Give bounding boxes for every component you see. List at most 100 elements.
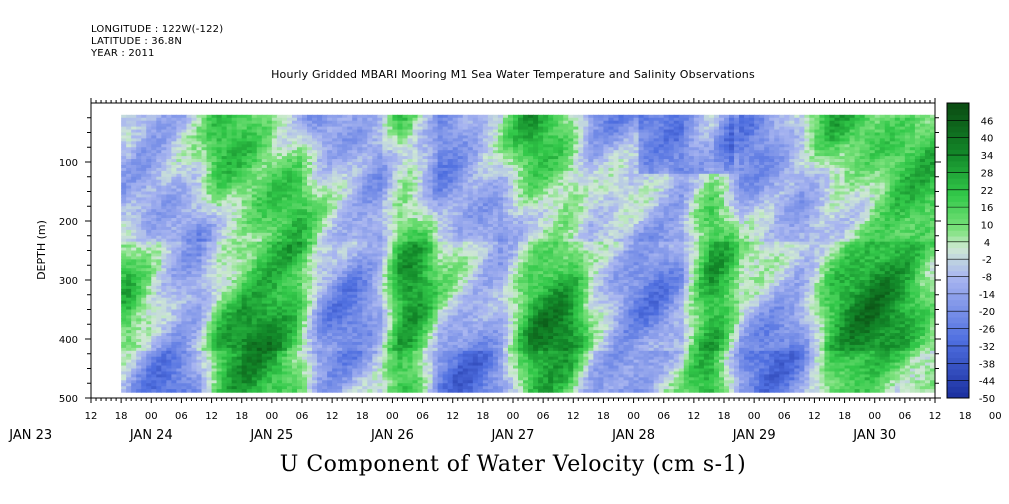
heat-cell [161, 150, 167, 154]
heat-cell [322, 386, 328, 390]
heat-cell [136, 226, 142, 231]
heat-cell [271, 141, 278, 145]
heat-cell [196, 259, 203, 263]
heat-cell [251, 362, 258, 367]
heat-cell [161, 377, 167, 381]
heat-cell [221, 288, 228, 293]
heat-cell [251, 123, 258, 128]
heat-cell [337, 347, 343, 352]
heat-cell [302, 212, 308, 216]
heat-cell [332, 353, 338, 358]
heat-cell [121, 282, 127, 287]
heat-cell [251, 129, 258, 134]
heat-cell [171, 114, 177, 119]
heat-cell [302, 353, 308, 358]
heat-cell [251, 197, 258, 201]
heat-cell [342, 235, 348, 240]
heat-cell [221, 282, 228, 287]
heat-cell [201, 123, 208, 128]
heat-cell [357, 120, 363, 125]
heat-cell [281, 188, 288, 193]
heat-cell [307, 191, 313, 196]
heat-cell [131, 300, 137, 305]
heat-cell [206, 159, 213, 163]
heat-cell [307, 247, 313, 252]
heat-cell [181, 218, 188, 222]
heat-cell [196, 232, 203, 237]
heat-cell [141, 114, 147, 119]
heat-cell [261, 306, 268, 311]
heat-cell [171, 229, 177, 234]
heat-cell [201, 241, 208, 246]
heat-cell [261, 114, 268, 119]
heat-cell [191, 232, 198, 237]
heat-cell [186, 238, 193, 243]
heat-cell [332, 167, 338, 172]
heat-cell [191, 150, 198, 154]
heat-cell [302, 129, 308, 134]
heat-cell [131, 268, 137, 272]
heat-cell [261, 123, 268, 128]
heat-cell [312, 250, 318, 255]
heat-cell [281, 147, 288, 151]
heat-cell [121, 150, 127, 154]
heat-cell [291, 129, 298, 134]
heat-cell [362, 138, 368, 142]
heat-cell [261, 347, 268, 352]
heat-cell [367, 253, 373, 257]
heat-cell [372, 277, 378, 281]
heat-cell [186, 150, 193, 154]
heat-cell [302, 200, 308, 204]
heat-cell [347, 203, 353, 207]
heat-cell [256, 362, 263, 367]
heat-cell [271, 182, 278, 187]
heat-cell [357, 353, 363, 358]
heat-cell [302, 191, 308, 196]
heat-cell [352, 203, 358, 207]
heat-cell [146, 371, 152, 375]
heat-cell [352, 330, 358, 334]
heat-cell [347, 303, 353, 308]
heat-cell [302, 350, 308, 355]
heat-cell [276, 347, 283, 352]
heat-cell [377, 229, 383, 234]
heat-cell [307, 238, 313, 243]
heat-cell [186, 126, 193, 131]
heat-cell [347, 347, 353, 352]
heat-cell [251, 259, 258, 263]
heat-cell [141, 197, 147, 201]
heat-cell [196, 362, 203, 367]
heat-cell [181, 153, 188, 157]
heat-cell [166, 268, 172, 272]
heat-cell [221, 386, 228, 390]
heat-cell [296, 167, 303, 172]
heat-cell [191, 117, 198, 122]
heat-cell [271, 300, 278, 305]
heat-cell [216, 365, 223, 370]
heat-cell [276, 135, 283, 139]
heat-cell [166, 347, 172, 352]
heat-cell [261, 265, 268, 269]
heat-cell [136, 120, 142, 125]
heat-cell [161, 300, 167, 305]
heat-cell [261, 176, 268, 181]
heat-cell [281, 294, 288, 299]
heat-cell [236, 215, 243, 219]
heat-cell [302, 182, 308, 187]
heat-cell [312, 315, 318, 319]
heat-cell [256, 167, 263, 172]
heat-cell [156, 377, 162, 381]
heat-cell [121, 356, 127, 361]
heat-cell [327, 336, 333, 340]
heat-cell [281, 221, 288, 225]
heat-cell [286, 324, 293, 328]
heat-cell [161, 268, 167, 272]
heat-cell [251, 141, 258, 145]
heat-cell [347, 297, 353, 302]
heat-cell [276, 341, 283, 346]
heat-cell [211, 209, 218, 213]
heat-cell [211, 282, 218, 287]
heat-cell [256, 203, 263, 207]
heat-cell [171, 221, 177, 225]
heat-cell [176, 173, 183, 178]
